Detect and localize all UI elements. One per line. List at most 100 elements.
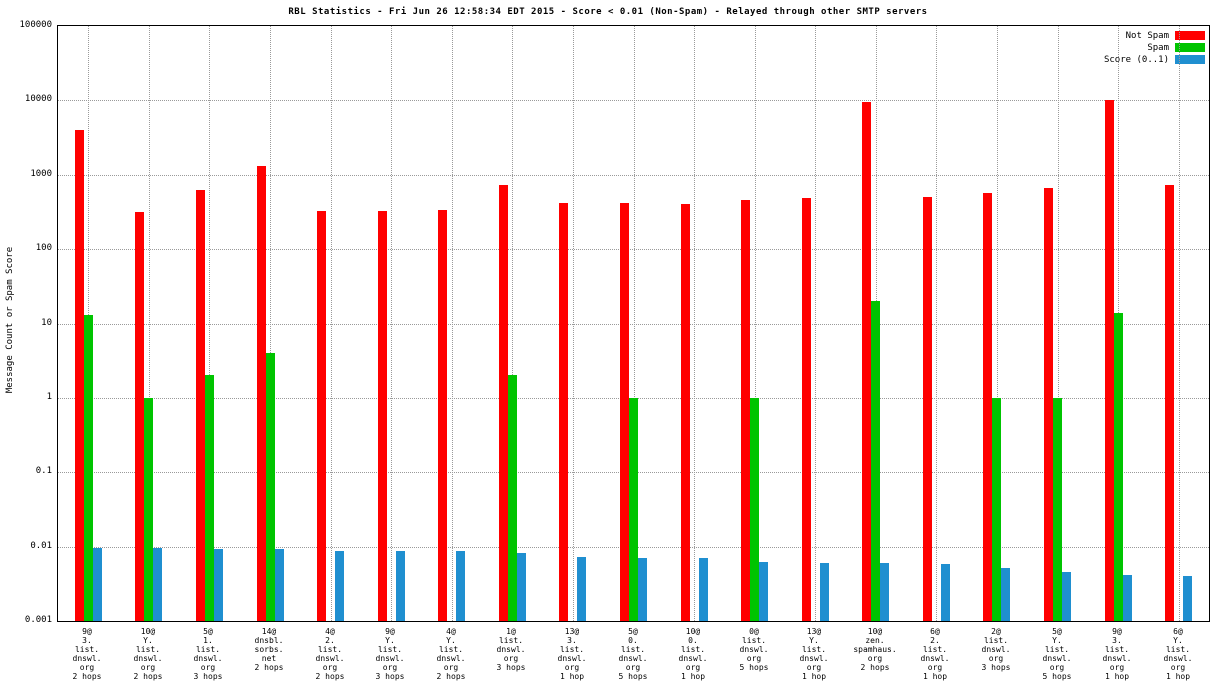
x-category-label-line: list. bbox=[983, 636, 1009, 645]
x-category-label-line: 3. bbox=[567, 636, 577, 645]
bar-score-0-1-group-3 bbox=[214, 549, 223, 621]
x-category-label-line: dnswl. bbox=[739, 645, 769, 654]
bar-score-0-1-group-11 bbox=[699, 558, 708, 621]
bar-spam-group-18 bbox=[1114, 313, 1123, 621]
x-category-label-line: org bbox=[200, 663, 216, 672]
x-category-label-line: list. bbox=[498, 636, 524, 645]
x-category-label-line: dnswl. bbox=[981, 645, 1011, 654]
x-category-label-line: 0@ bbox=[749, 627, 759, 636]
x-category-label-line: 3 hops bbox=[981, 663, 1011, 672]
x-category-label-line: 3. bbox=[82, 636, 92, 645]
bar-score-0-1-group-17 bbox=[1062, 572, 1071, 621]
x-category-label-line: 2 hops bbox=[254, 663, 284, 672]
x-category-label: 0@ list. dnswl. org 5 hops bbox=[722, 627, 786, 672]
y-tick-label: 0.01 bbox=[30, 540, 52, 551]
bar-score-0-1-group-5 bbox=[335, 551, 344, 621]
x-category-label-line: list. bbox=[195, 645, 221, 654]
x-category-label-line: list. bbox=[74, 645, 100, 654]
x-category-label-line: 13@ bbox=[564, 627, 580, 636]
bar-score-0-1-group-6 bbox=[396, 551, 405, 621]
x-category-label-line: org bbox=[988, 654, 1004, 663]
x-category-label-line: spamhaus. bbox=[853, 645, 897, 654]
x-category-label-line: 13@ bbox=[806, 627, 822, 636]
x-category-label-line: dnswl. bbox=[1163, 654, 1193, 663]
bar-spam-group-4 bbox=[266, 353, 275, 621]
bar-score-0-1-group-19 bbox=[1183, 576, 1192, 621]
x-category-label-line: org bbox=[140, 663, 156, 672]
x-category-label: 5@ 0. list. dnswl. org 5 hops bbox=[601, 627, 665, 681]
x-category-label-line: 2. bbox=[930, 636, 940, 645]
x-category-label: 4@ 2. list. dnswl. org 2 hops bbox=[298, 627, 362, 681]
x-category-label-line: 2 hops bbox=[72, 672, 102, 681]
bar-not-spam-group-3 bbox=[196, 190, 205, 621]
x-category-label-line: Y. bbox=[1173, 636, 1183, 645]
x-category-label-line: org bbox=[867, 654, 883, 663]
x-category-label: 1@ list. dnswl. org 3 hops bbox=[479, 627, 543, 672]
y-tick-label: 1000 bbox=[30, 168, 52, 179]
vertical-gridline bbox=[209, 26, 211, 621]
x-category-label-line: org bbox=[1049, 663, 1065, 672]
x-category-label-line: 5 hops bbox=[618, 672, 648, 681]
x-category-label-line: sorbs. bbox=[254, 645, 284, 654]
y-tick-label: 10000 bbox=[24, 94, 52, 105]
x-category-label-line: org bbox=[927, 663, 943, 672]
bar-not-spam-group-1 bbox=[75, 130, 84, 621]
x-category-label: 13@ Y. list. dnswl. org 1 hop bbox=[782, 627, 846, 681]
x-category-label-line: 1. bbox=[203, 636, 213, 645]
vertical-gridline bbox=[391, 26, 393, 621]
x-category-label-line: 5 hops bbox=[739, 663, 769, 672]
x-category-label-line: 2. bbox=[325, 636, 335, 645]
x-category-label: 14@ dnsbl. sorbs. net 2 hops bbox=[237, 627, 301, 672]
x-category-label-line: 1 hop bbox=[559, 672, 585, 681]
legend-swatch-not-spam-icon bbox=[1175, 31, 1205, 40]
bar-not-spam-group-16 bbox=[983, 193, 992, 621]
bar-spam-group-16 bbox=[992, 398, 1001, 621]
bar-score-0-1-group-1 bbox=[93, 548, 102, 621]
y-tick-label: 1 bbox=[46, 391, 52, 402]
legend-swatch-score-icon bbox=[1175, 55, 1205, 64]
x-category-label: 6@ Y. list. dnswl. org 1 hop bbox=[1146, 627, 1210, 681]
vertical-gridline bbox=[754, 26, 756, 621]
x-category-label-line: 1 hop bbox=[680, 672, 706, 681]
legend-swatch-spam-icon bbox=[1175, 43, 1205, 52]
x-category-label-line: 5@ bbox=[628, 627, 638, 636]
x-category-label-line: org bbox=[79, 663, 95, 672]
legend-label-score: Score (0..1) bbox=[1103, 54, 1169, 65]
x-category-label-line: org bbox=[564, 663, 580, 672]
vertical-gridline bbox=[1057, 26, 1059, 621]
vertical-gridline bbox=[512, 26, 514, 621]
y-tick-label: 0.001 bbox=[24, 615, 52, 625]
vertical-gridline bbox=[694, 26, 696, 621]
x-category-label-line: org bbox=[443, 663, 459, 672]
x-category-label: 9@ 3. list. dnswl. org 2 hops bbox=[55, 627, 119, 681]
bar-not-spam-group-6 bbox=[378, 211, 387, 621]
vertical-gridline bbox=[815, 26, 817, 621]
x-category-label-line: org bbox=[1109, 663, 1125, 672]
vertical-gridline bbox=[633, 26, 635, 621]
x-category-label-line: list. bbox=[922, 645, 948, 654]
x-category-label-line: dnswl. bbox=[1102, 654, 1132, 663]
bar-score-0-1-group-15 bbox=[941, 564, 950, 621]
x-category-label-line: list. bbox=[741, 636, 767, 645]
vertical-gridline bbox=[330, 26, 332, 621]
x-category-label-line: list. bbox=[559, 645, 585, 654]
x-category-label-line: Y. bbox=[809, 636, 819, 645]
x-category-label-line: 2 hops bbox=[133, 672, 163, 681]
bar-spam-group-14 bbox=[871, 301, 880, 621]
x-category-label: 6@ 2. list. dnswl. org 1 hop bbox=[903, 627, 967, 681]
x-category-label-line: Y. bbox=[385, 636, 395, 645]
plot-area: Not Spam Spam Score (0..1) bbox=[57, 25, 1210, 622]
bar-not-spam-group-19 bbox=[1165, 185, 1174, 621]
x-category-label-line: 1 hop bbox=[922, 672, 948, 681]
legend-row-not-spam: Not Spam bbox=[1126, 30, 1205, 41]
bar-not-spam-group-7 bbox=[438, 210, 447, 621]
bar-not-spam-group-15 bbox=[923, 197, 932, 621]
bar-spam-group-3 bbox=[205, 375, 214, 621]
x-category-label-line: 3 hops bbox=[496, 663, 526, 672]
x-category-label-line: 10@ bbox=[685, 627, 701, 636]
x-category-label-line: list. bbox=[438, 645, 464, 654]
bar-spam-group-1 bbox=[84, 315, 93, 621]
bar-not-spam-group-17 bbox=[1044, 188, 1053, 621]
legend-label-not-spam: Not Spam bbox=[1125, 30, 1169, 41]
legend: Not Spam Spam Score (0..1) bbox=[1102, 29, 1206, 66]
